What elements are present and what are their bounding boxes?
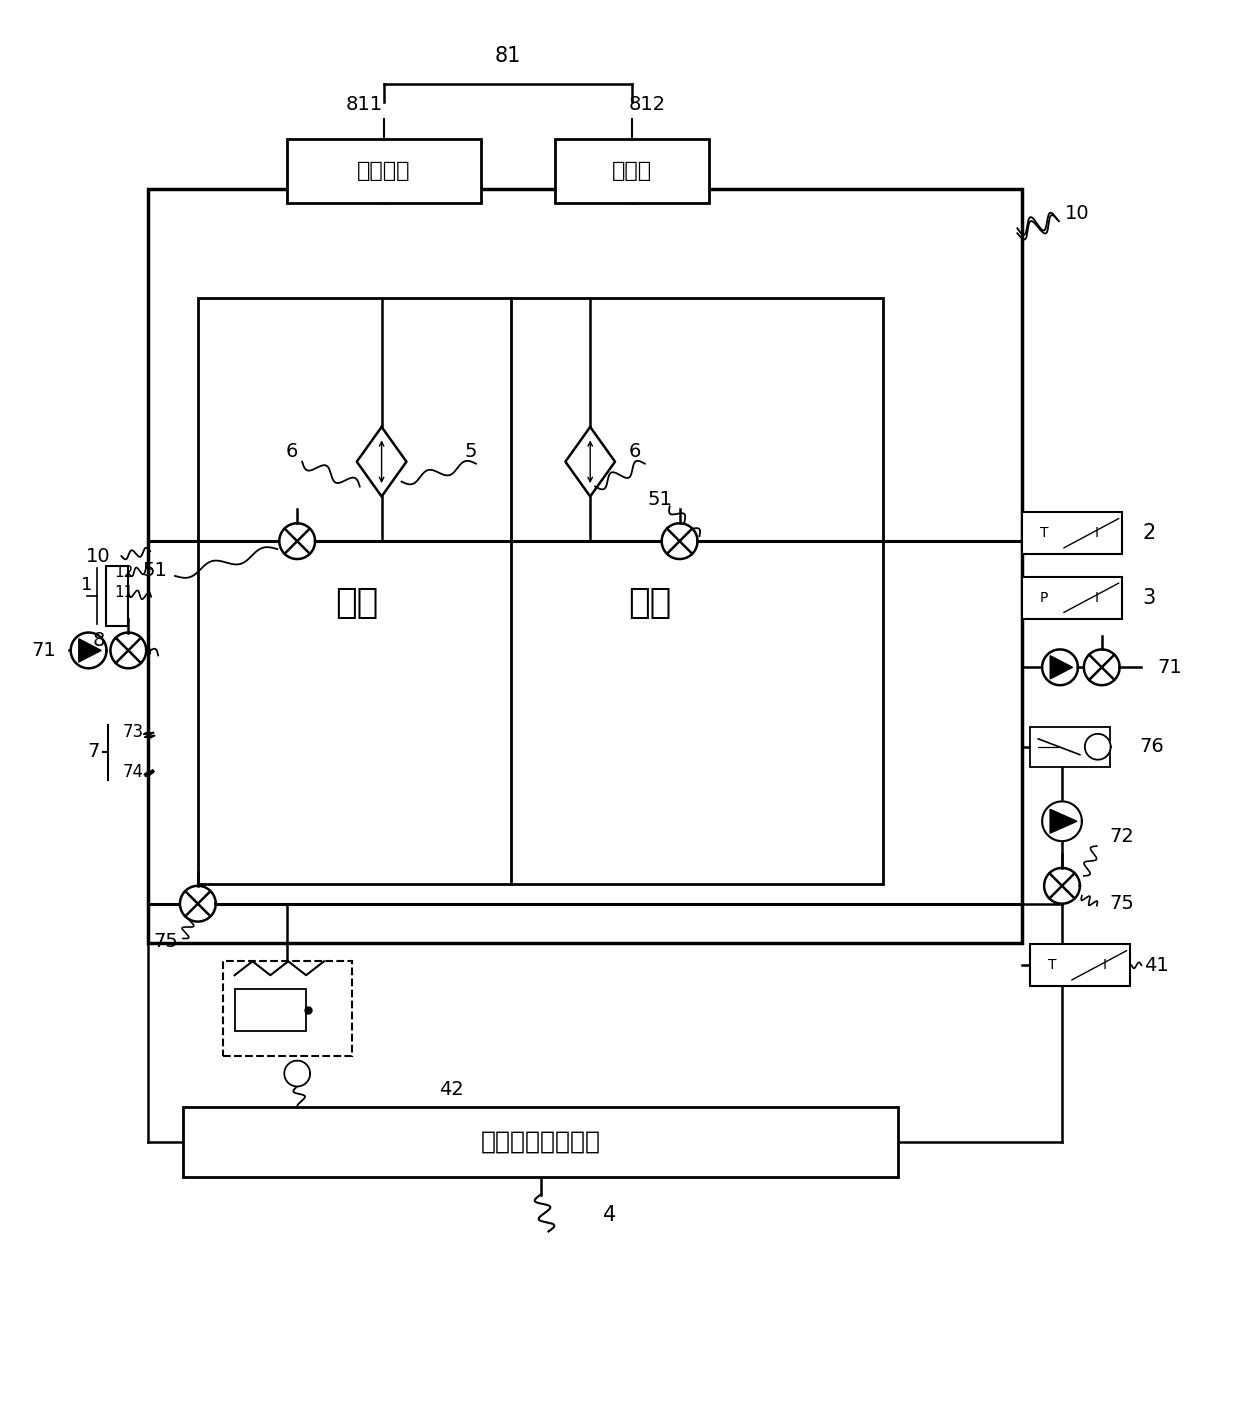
Text: 71: 71	[31, 641, 56, 659]
Bar	[149, 188, 1022, 944]
Polygon shape	[1085, 733, 1111, 759]
Text: 51: 51	[143, 561, 167, 581]
Polygon shape	[1042, 649, 1078, 685]
Text: T: T	[1040, 527, 1048, 540]
Polygon shape	[284, 1061, 310, 1087]
Polygon shape	[1042, 802, 1081, 842]
Text: 811: 811	[346, 94, 383, 114]
Text: 7: 7	[87, 742, 99, 762]
Polygon shape	[71, 632, 107, 668]
Bar	[198, 298, 883, 884]
Polygon shape	[1050, 809, 1076, 833]
Polygon shape	[662, 523, 697, 560]
Text: I: I	[1102, 958, 1107, 973]
Text: 水加热器: 水加热器	[357, 161, 410, 181]
Text: 12: 12	[115, 565, 134, 581]
Text: 6: 6	[629, 443, 641, 461]
Text: 10: 10	[1065, 204, 1089, 224]
Text: 8: 8	[92, 631, 104, 649]
Bar	[107, 565, 128, 625]
Polygon shape	[79, 639, 102, 662]
Text: 4: 4	[604, 1205, 616, 1225]
Text: 42: 42	[439, 1079, 464, 1099]
Text: 内水循环散热水路: 内水循环散热水路	[481, 1131, 600, 1153]
Text: 3: 3	[1143, 588, 1156, 608]
Text: 72: 72	[1110, 827, 1135, 846]
Text: I: I	[1095, 527, 1099, 540]
Text: 76: 76	[1140, 738, 1164, 756]
Polygon shape	[279, 523, 315, 560]
Polygon shape	[1044, 869, 1080, 904]
Text: 1: 1	[81, 575, 92, 594]
Text: 51: 51	[647, 490, 672, 508]
Text: 71: 71	[1157, 658, 1182, 676]
Polygon shape	[110, 632, 146, 668]
Text: T: T	[1048, 958, 1056, 973]
Text: 74: 74	[123, 763, 144, 780]
Bar	[1030, 726, 1110, 766]
Text: 副舡: 副舡	[335, 585, 378, 619]
Bar	[223, 961, 352, 1055]
Text: 10: 10	[87, 547, 110, 565]
Bar	[184, 1108, 898, 1176]
Bar	[1022, 513, 1122, 554]
Text: 73: 73	[123, 723, 144, 740]
Text: I: I	[1095, 591, 1099, 605]
Bar	[556, 140, 709, 204]
Text: 泵送器: 泵送器	[613, 161, 652, 181]
Text: 2: 2	[1143, 523, 1156, 543]
Text: 主舡: 主舡	[629, 585, 671, 619]
Bar	[288, 140, 481, 204]
Bar	[1030, 944, 1130, 987]
Text: 75: 75	[1109, 894, 1135, 913]
Text: 5: 5	[465, 443, 477, 461]
Text: 41: 41	[1145, 956, 1169, 975]
Bar	[1022, 577, 1122, 618]
Polygon shape	[1084, 649, 1120, 685]
Bar	[234, 990, 306, 1031]
Polygon shape	[1050, 655, 1073, 679]
Text: 812: 812	[629, 94, 666, 114]
Text: 75: 75	[154, 931, 179, 951]
Text: P: P	[1040, 591, 1048, 605]
Text: 11: 11	[115, 585, 134, 601]
Text: 81: 81	[495, 47, 522, 67]
Polygon shape	[180, 886, 216, 921]
Text: 6: 6	[286, 443, 299, 461]
